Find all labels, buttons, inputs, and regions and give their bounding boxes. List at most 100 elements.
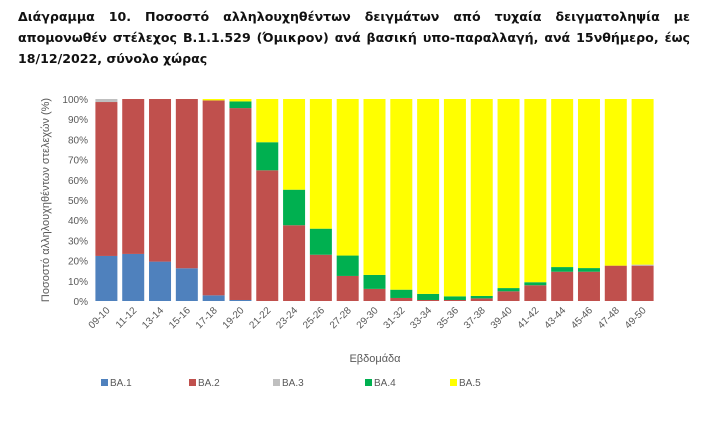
bar-ba3-49-50 [631,264,654,266]
y-tick-label: 0% [74,297,89,308]
x-tick-label: 47-48 [596,305,622,331]
bar-ba4-29-30 [363,274,386,289]
y-tick-label: 50% [68,196,88,207]
legend-label: BA.5 [459,378,481,389]
y-tick-label: 100% [62,95,88,106]
bar-ba5-39-40 [497,99,520,289]
bar-ba1-09-10 [95,255,118,301]
legend-label: BA.1 [110,378,132,389]
bar-ba2-37-38 [470,298,493,301]
legend-item-ba4: BA.4 [365,378,396,389]
y-tick-label: 10% [68,277,88,288]
legend-swatch [101,379,108,386]
bar-ba2-09-10 [95,102,118,256]
bar-ba4-45-46 [577,268,600,272]
bar-ba2-17-18 [202,100,225,296]
x-tick-label: 33-34 [408,305,434,331]
bar-ba4-25-26 [309,228,332,255]
bar-ba5-21-22 [256,99,279,143]
bar-ba5-47-48 [604,99,627,266]
chart-title: Διάγραμμα 10. Ποσοστό αλληλουχηθέντων δε… [18,9,690,66]
bar-ba4-23-24 [283,189,306,226]
bar-ba1-15-16 [175,268,198,301]
x-tick-label: 19-20 [221,305,247,331]
x-tick-label: 29-30 [355,305,381,331]
x-tick-label: 27-28 [328,305,354,331]
bar-ba5-27-28 [336,99,359,256]
bar-ba5-35-36 [443,99,466,297]
bar-ba2-45-46 [577,271,600,301]
y-tick-label: 90% [68,115,88,126]
bar-ba5-23-24 [283,99,306,190]
bar-ba2-11-12 [122,99,145,254]
x-tick-label: 09-10 [87,305,113,331]
legend-item-ba5: BA.5 [450,378,481,389]
y-tick-label: 40% [68,216,88,227]
bar-ba4-27-28 [336,255,359,276]
bar-ba5-33-34 [417,99,440,294]
x-tick-label: 17-18 [194,305,220,331]
bar-ba4-33-34 [417,293,440,300]
bar-ba2-27-28 [336,275,359,301]
bar-ba5-45-46 [577,99,600,269]
x-tick-label: 45-46 [569,305,595,331]
x-tick-label: 21-22 [248,305,274,331]
bar-ba5-43-44 [551,99,574,268]
x-tick-label: 49-50 [623,305,649,331]
bar-ba2-43-44 [551,271,574,301]
legend-label: BA.4 [374,378,396,389]
bar-ba2-21-22 [256,170,279,301]
bar-ba2-13-14 [149,99,172,262]
legend-swatch [273,379,280,386]
bar-ba4-35-36 [443,296,466,300]
legend-label: BA.3 [282,378,304,389]
legend-swatch [365,379,372,386]
legend-swatch [450,379,457,386]
x-tick-label: 23-24 [274,305,300,331]
bar-ba2-29-30 [363,288,386,301]
bar-ba5-31-32 [390,99,413,290]
bar-ba5-29-30 [363,99,386,275]
y-tick-label: 70% [68,156,88,167]
bar-ba5-49-50 [631,99,654,265]
bar-ba1-11-12 [122,253,145,301]
bar-ba4-31-32 [390,289,413,298]
x-tick-label: 13-14 [140,305,166,331]
bar-ba4-37-38 [470,295,493,299]
bar-ba5-37-38 [470,99,493,296]
bar-ba4-41-42 [524,282,547,286]
bar-ba4-21-22 [256,142,279,171]
x-tick-label: 41-42 [516,305,542,331]
bar-ba5-25-26 [309,99,332,229]
y-tick-label: 20% [68,257,88,268]
bar-ba2-23-24 [283,225,306,301]
bar-ba2-41-42 [524,285,547,301]
x-tick-label: 35-36 [435,305,461,331]
x-tick-label: 31-32 [382,305,408,331]
legend-item-ba2: BA.2 [189,378,220,389]
bar-ba2-15-16 [175,99,198,269]
bar-ba5-17-18 [202,99,225,101]
bar-ba4-39-40 [497,288,520,292]
bar-ba5-19-20 [229,99,252,102]
x-tick-label: 43-44 [542,305,568,331]
x-tick-label: 15-16 [167,305,193,331]
bar-ba4-43-44 [551,267,574,272]
y-tick-label: 30% [68,236,88,247]
bar-ba2-33-34 [417,299,440,301]
x-axis-label: Εβδομάδα [349,353,401,365]
x-tick-label: 37-38 [462,305,488,331]
bar-ba1-13-14 [149,261,172,301]
bar-ba2-35-36 [443,299,466,301]
bar-ba1-19-20 [229,299,252,301]
bar-ba2-19-20 [229,108,252,300]
legend-swatch [189,379,196,386]
legend-label: BA.2 [198,378,220,389]
bar-ba3-09-10 [95,99,118,103]
x-tick-label: 25-26 [301,305,327,331]
bar-ba2-47-48 [604,265,627,301]
bar-ba2-49-50 [631,265,654,301]
bar-ba2-25-26 [309,254,332,301]
bar-ba2-39-40 [497,291,520,301]
